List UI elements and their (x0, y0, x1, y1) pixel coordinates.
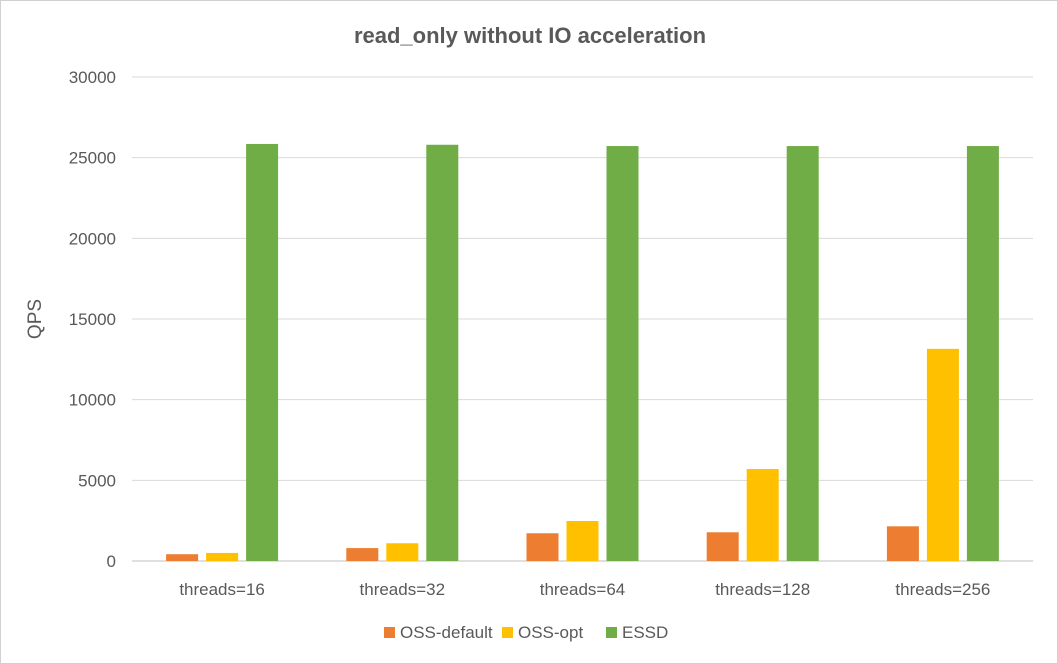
y-tick-label: 20000 (69, 229, 116, 248)
y-tick-label: 15000 (69, 310, 116, 329)
x-tick-label: threads=16 (179, 580, 265, 599)
x-tick-label: threads=64 (540, 580, 626, 599)
chart-title: read_only without IO acceleration (354, 23, 706, 48)
bar-oss-default (526, 533, 559, 561)
bar-oss-opt (926, 348, 959, 561)
y-axis-label: QPS (25, 299, 46, 339)
x-tick-label: threads=256 (895, 580, 990, 599)
bar-oss-opt (746, 469, 779, 561)
bar-oss-default (346, 548, 379, 561)
x-tick-label: threads=32 (360, 580, 446, 599)
bar-essd (786, 146, 819, 561)
bar-oss-default (886, 526, 919, 561)
legend-swatch (606, 627, 617, 638)
legend-item-essd: ESSD (606, 623, 668, 642)
legend-label: OSS-default (400, 623, 493, 642)
legend-label: OSS-opt (518, 623, 583, 642)
legend-swatch (502, 627, 513, 638)
bar-essd (426, 144, 459, 561)
bars (166, 143, 999, 561)
x-tick-label: threads=128 (715, 580, 810, 599)
bar-essd (966, 146, 999, 561)
y-tick-label: 25000 (69, 149, 116, 168)
y-tick-label: 5000 (78, 471, 116, 490)
bar-essd (606, 146, 639, 561)
y-tick-label: 0 (107, 552, 116, 571)
bar-oss-opt (386, 543, 419, 561)
legend-swatch (384, 627, 395, 638)
y-tick-label: 30000 (69, 68, 116, 87)
bar-essd (246, 143, 279, 561)
x-axis-ticks: threads=16 threads=32 threads=64 threads=12… (179, 580, 990, 599)
legend-label: ESSD (622, 623, 668, 642)
gridlines (132, 76, 1033, 562)
legend-item-oss-default: OSS-default (384, 623, 493, 642)
legend-item-oss-opt: OSS-opt (502, 623, 583, 642)
bar-oss-opt (566, 520, 599, 561)
y-tick-label: 10000 (69, 391, 116, 410)
bar-oss-default (166, 554, 199, 561)
bar-oss-opt (206, 552, 239, 561)
legend: OSS-default OSS-opt ESSD (384, 623, 668, 642)
bar-oss-default (706, 532, 739, 561)
y-axis-ticks: 0 5000 10000 15000 20000 25000 30000 (69, 68, 116, 571)
